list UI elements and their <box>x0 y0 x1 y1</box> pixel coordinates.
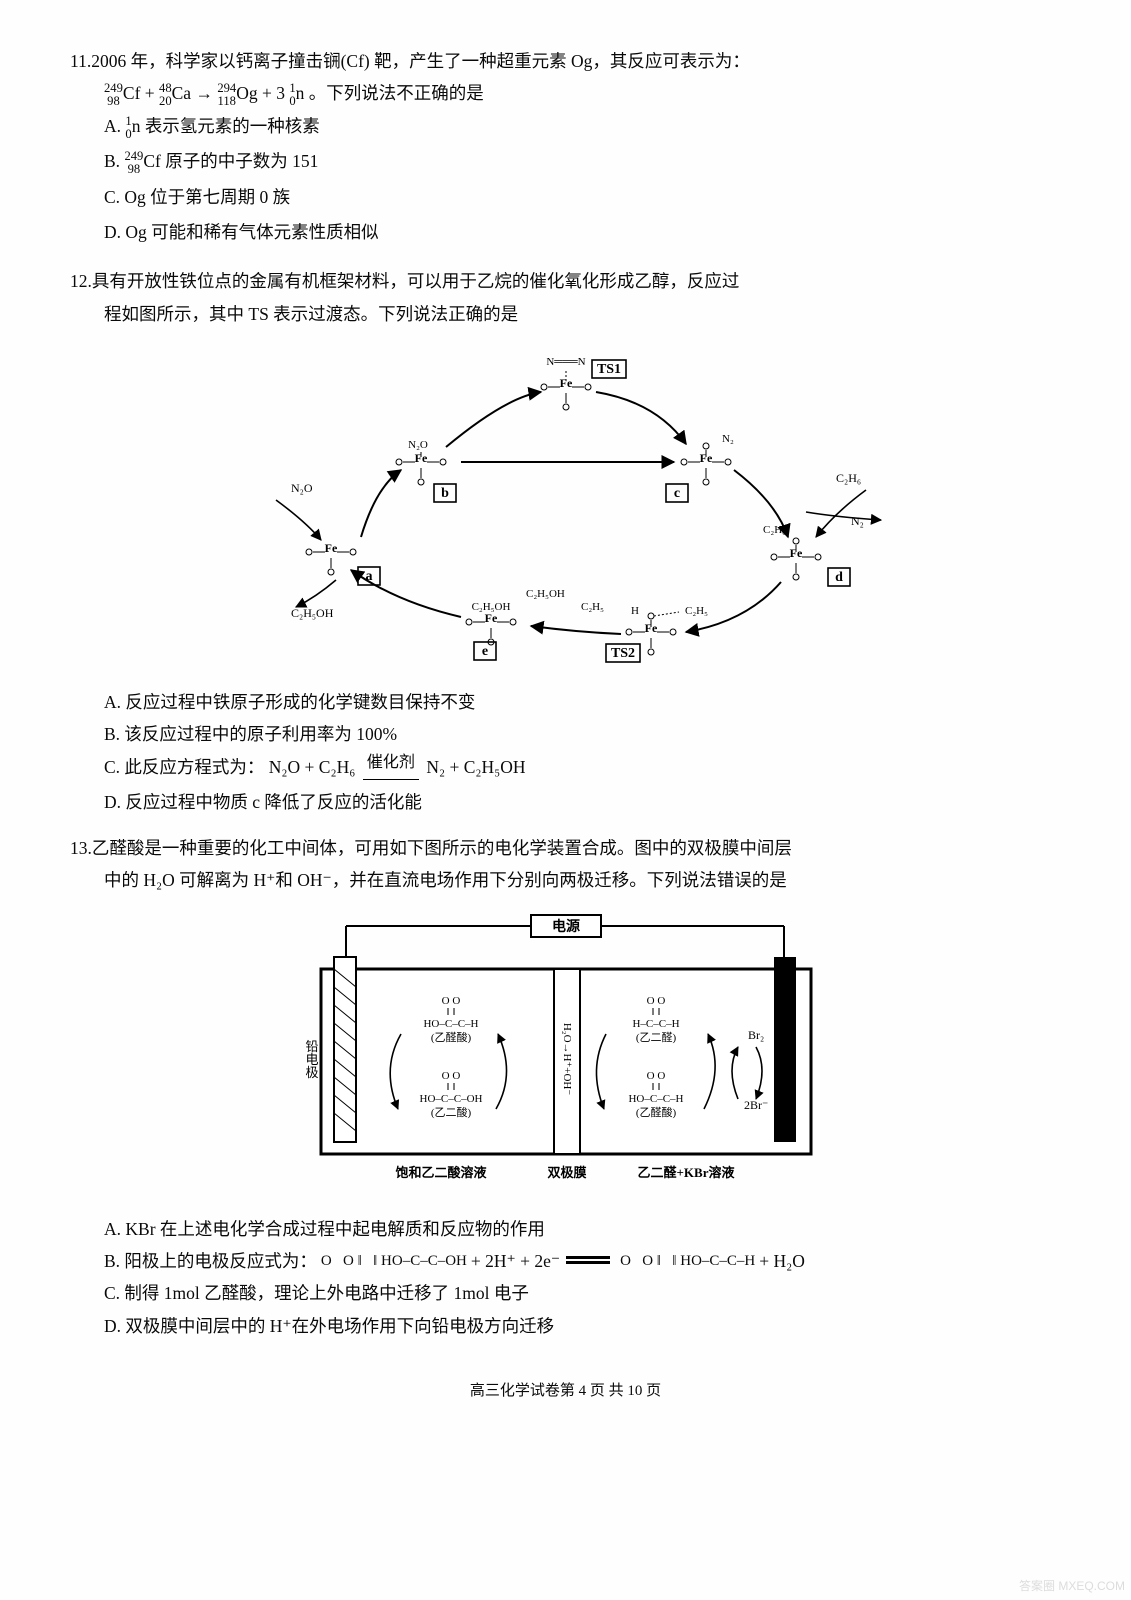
q13-diagram: 电源 铅电极 H₂O→H⁺+OH⁻ O O ‖ ‖ <box>70 909 1061 1199</box>
svg-text:‖ ‖: ‖ ‖ <box>651 1006 660 1018</box>
q11-opt-a: A. 10n 表示氢元素的一种核素 <box>104 110 535 142</box>
svg-text:N₂: N₂ <box>722 433 734 445</box>
svg-text:H₂O→H⁺+OH⁻: H₂O→H⁺+OH⁻ <box>561 1022 573 1095</box>
svg-text:‖ ‖: ‖ ‖ <box>651 1081 660 1093</box>
q11-opt-d: D. Og 可能和稀有气体元素性质相似 <box>104 216 535 248</box>
svg-text:C₂H₆: C₂H₆ <box>836 471 861 485</box>
catalytic-cycle-diagram: Fe N═══N TS1 Fe N₂O b Fe <box>236 342 896 672</box>
svg-text:H–C–C–H: H–C–C–H <box>632 1018 679 1030</box>
q12-number: 12. <box>70 271 92 291</box>
q13-stem: 13.乙醛酸是一种重要的化工中间体，可用如下图所示的电化学装置合成。图中的双极膜… <box>70 832 1061 864</box>
q13-number: 13. <box>70 838 92 858</box>
q11-opt-c: C. Og 位于第七周期 0 族 <box>104 181 535 213</box>
svg-text:(乙醛酸): (乙醛酸) <box>430 1030 471 1044</box>
svg-text:TS2: TS2 <box>610 646 634 661</box>
svg-text:C₂H₅OH: C₂H₅OH <box>291 606 334 620</box>
svg-text:C₂H₅OH: C₂H₅OH <box>471 601 510 613</box>
question-12: 12.具有开放性铁位点的金属有机框架材料，可以用于乙烷的催化氧化形成乙醇，反应过… <box>70 265 1061 818</box>
page-footer: 高三化学试卷第 4 页 共 10 页 <box>70 1378 1061 1406</box>
svg-text:C₂H₅: C₂H₅ <box>581 601 604 613</box>
question-11: 11.2006 年，科学家以钙离子撞击锎(Cf) 靶，产生了一种超重元素 Og，… <box>70 45 1061 251</box>
q12-stem-2: 程如图所示，其中 TS 表示过渡态。下列说法正确的是 <box>70 298 1061 330</box>
svg-text:N═══N: N═══N <box>546 356 585 368</box>
question-13: 13.乙醛酸是一种重要的化工中间体，可用如下图所示的电化学装置合成。图中的双极膜… <box>70 832 1061 1342</box>
q11-opt-b: B. 24998Cf 原子的中子数为 151 <box>104 145 535 177</box>
svg-text:Br₂: Br₂ <box>748 1028 764 1042</box>
q12-opt-c: C. 此反应方程式为： N₂O + C₂H₆ 催化剂 N₂ + C₂H₅OH <box>70 751 1061 786</box>
svg-text:HO–C–C–H: HO–C–C–H <box>423 1018 478 1030</box>
q12-opt-a: A. 反应过程中铁原子形成的化学键数目保持不变 <box>70 686 1061 718</box>
svg-text:TS1: TS1 <box>596 362 620 377</box>
svg-text:‖ ‖: ‖ ‖ <box>446 1006 455 1018</box>
svg-text:e: e <box>481 644 487 659</box>
q11-stem: 11.2006 年，科学家以钙离子撞击锎(Cf) 靶，产生了一种超重元素 Og，… <box>70 45 1061 77</box>
svg-text:Fe: Fe <box>484 611 497 625</box>
svg-text:(乙二醛): (乙二醛) <box>635 1030 676 1044</box>
svg-text:d: d <box>835 570 843 585</box>
q13-opt-a: A. KBr 在上述电化学合成过程中起电解质和反应物的作用 <box>70 1213 1061 1245</box>
q11-options: A. 10n 表示氢元素的一种核素 B. 24998Cf 原子的中子数为 151… <box>70 110 1061 252</box>
svg-text:C₂H₅: C₂H₅ <box>685 605 708 617</box>
svg-text:乙二醛+KBr溶液: 乙二醛+KBr溶液 <box>637 1165 734 1180</box>
nuclide-og: 294118 <box>217 82 236 108</box>
structure-glyoxylic-acid: O O ‖ ‖ HO–C–C–H <box>620 1254 755 1269</box>
watermark: 答案圈 MXEQ.COM <box>1019 1580 1125 1594</box>
svg-text:b: b <box>441 486 449 501</box>
q13-stem-2: 中的 H₂O 可解离为 H⁺和 OH⁻，并在直流电场作用下分别向两极迁移。下列说… <box>70 864 1061 896</box>
svg-text:(乙二酸): (乙二酸) <box>430 1105 471 1119</box>
svg-text:电源: 电源 <box>552 918 580 935</box>
structure-oxalic-acid: O O ‖ ‖ HO–C–C–OH <box>321 1254 467 1269</box>
q12-stem: 12.具有开放性铁位点的金属有机框架材料，可以用于乙烷的催化氧化形成乙醇，反应过 <box>70 265 1061 297</box>
svg-text:双极膜: 双极膜 <box>547 1165 586 1180</box>
svg-text:(乙醛酸): (乙醛酸) <box>635 1105 676 1119</box>
q12-opt-b: B. 该反应过程中的原子利用率为 100% <box>70 718 1061 750</box>
electrolysis-cell-diagram: 电源 铅电极 H₂O→H⁺+OH⁻ O O ‖ ‖ <box>286 909 846 1199</box>
svg-text:HO–C–C–OH: HO–C–C–OH <box>419 1093 482 1105</box>
svg-text:铅电极: 铅电极 <box>303 1039 318 1078</box>
q11-line1: 2006 年，科学家以钙离子撞击锎(Cf) 靶，产生了一种超重元素 Og，其反应… <box>91 51 750 71</box>
q13-opt-d: D. 双极膜中间层中的 H⁺在外电场作用下向铅电极方向迁移 <box>70 1310 1061 1342</box>
svg-text:HO–C–C–H: HO–C–C–H <box>628 1093 683 1105</box>
svg-text:N₂: N₂ <box>851 514 864 528</box>
q13-opt-b: B. 阳极上的电极反应式为： O O ‖ ‖ HO–C–C–OH + 2H⁺ +… <box>70 1245 1061 1277</box>
svg-text:H: H <box>631 605 639 617</box>
svg-text:Fe: Fe <box>559 376 572 390</box>
svg-text:N₂O: N₂O <box>408 439 428 451</box>
reaction-arrow <box>566 1256 610 1266</box>
svg-text:N₂O: N₂O <box>291 481 313 495</box>
svg-text:饱和乙二酸溶液: 饱和乙二酸溶液 <box>394 1165 486 1180</box>
svg-text:‖ ‖: ‖ ‖ <box>446 1081 455 1093</box>
nuclide-cf: 24998 <box>104 82 123 108</box>
q11-equation-line: 24998Cf + 4820Ca → 294118Og + 3 10n 。下列说… <box>70 77 1061 109</box>
svg-text:2Br⁻: 2Br⁻ <box>744 1098 768 1112</box>
svg-text:Fe: Fe <box>324 541 337 555</box>
nuclide-ca: 4820 <box>159 82 172 108</box>
catalyst-label: 催化剂 <box>363 748 419 780</box>
q12-diagram: Fe N═══N TS1 Fe N₂O b Fe <box>70 342 1061 672</box>
svg-text:c: c <box>673 486 679 501</box>
q12-opt-d: D. 反应过程中物质 c 降低了反应的活化能 <box>70 786 1061 818</box>
q11-number: 11. <box>70 51 91 71</box>
svg-text:C₂H₅OH: C₂H₅OH <box>526 588 565 600</box>
q13-opt-c: C. 制得 1mol 乙醛酸，理论上外电路中迁移了 1mol 电子 <box>70 1277 1061 1309</box>
